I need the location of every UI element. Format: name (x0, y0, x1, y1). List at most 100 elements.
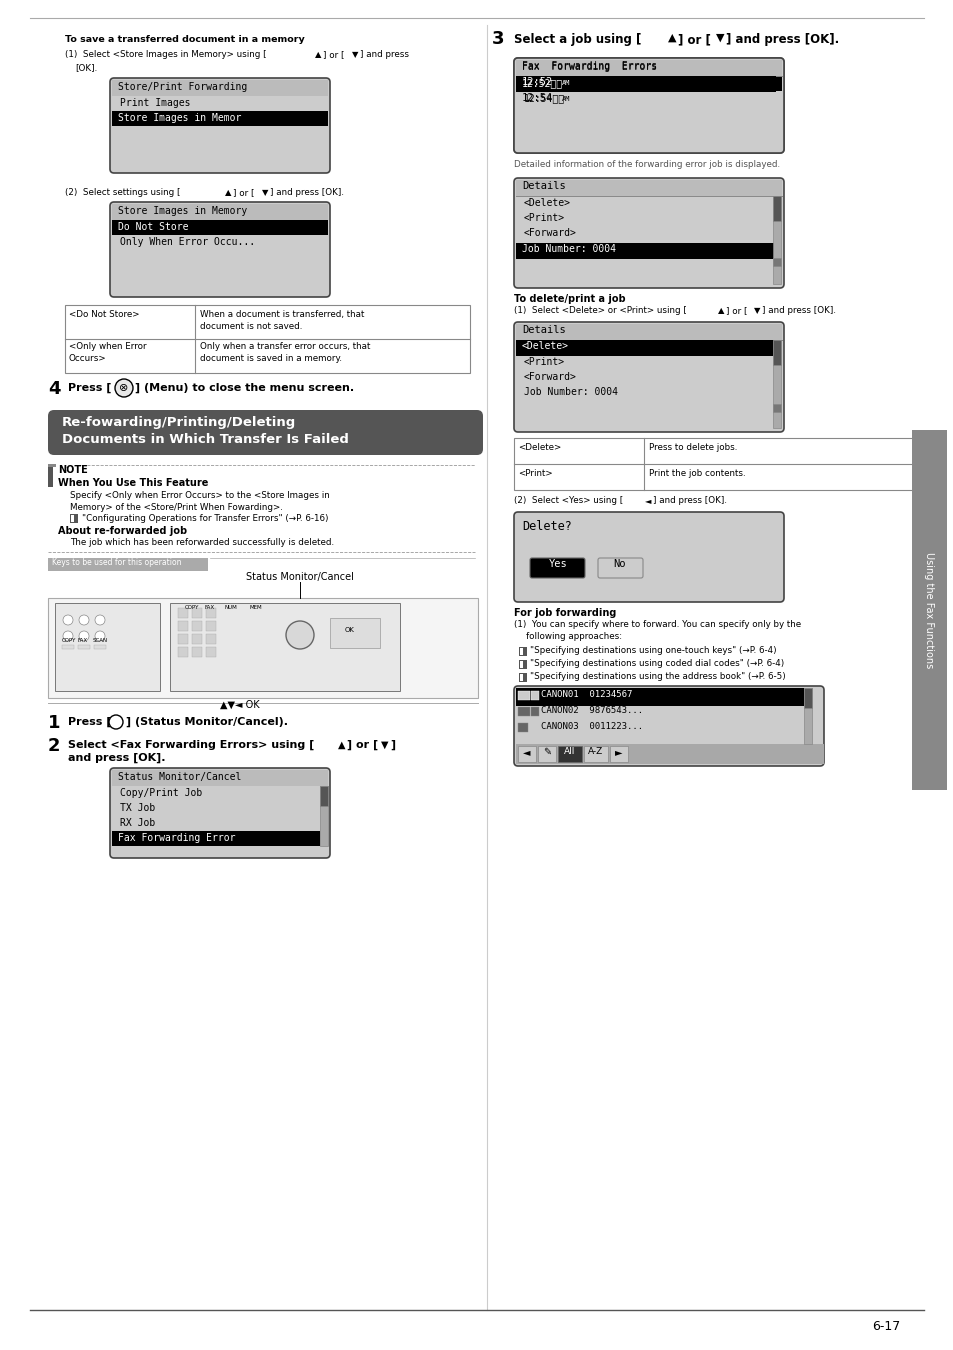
Bar (170, 603, 399, 691)
Text: Press [: Press [ (68, 383, 112, 393)
Circle shape (115, 379, 132, 397)
Text: Print the job contents.: Print the job contents. (648, 468, 745, 478)
Text: following approaches:: following approaches: (525, 632, 621, 641)
Text: ▼: ▼ (716, 32, 723, 43)
FancyBboxPatch shape (110, 78, 330, 173)
Text: ] (Menu) to close the menu screen.: ] (Menu) to close the menu screen. (135, 383, 354, 393)
Text: Fax  Forwarding  Errors: Fax Forwarding Errors (521, 62, 657, 72)
Text: 12:52: 12:52 (521, 77, 553, 86)
Bar (192, 647, 202, 657)
Bar (112, 204, 328, 220)
Bar (94, 645, 106, 649)
Text: (2)  Select <Yes> using [: (2) Select <Yes> using [ (514, 495, 622, 505)
Bar (772, 340, 781, 428)
Text: FAX: FAX (205, 605, 214, 610)
Text: 3: 3 (492, 30, 504, 49)
Text: <Forward>: <Forward> (523, 228, 577, 238)
Circle shape (63, 616, 73, 625)
Text: Documents in Which Transfer Is Failed: Documents in Which Transfer Is Failed (62, 433, 349, 446)
Text: Details: Details (521, 325, 565, 335)
FancyBboxPatch shape (110, 768, 330, 859)
Bar (558, 747, 581, 761)
Text: ◄: ◄ (644, 495, 651, 505)
Text: ▲: ▲ (225, 188, 232, 197)
Bar (48, 464, 56, 467)
Text: ▼: ▼ (753, 306, 760, 315)
Text: document is not saved.: document is not saved. (200, 323, 302, 331)
Text: Occurs>: Occurs> (69, 354, 107, 363)
Text: Copy/Print Job: Copy/Print Job (120, 788, 202, 798)
Text: ] or [: ] or [ (323, 50, 344, 59)
Bar (518, 660, 526, 670)
Bar (583, 747, 607, 761)
Text: Detailed information of the forwarding error job is displayed.: Detailed information of the forwarding e… (514, 161, 780, 169)
Text: COPY: COPY (185, 605, 199, 610)
Bar (48, 598, 477, 698)
Bar (206, 621, 215, 630)
Bar (517, 724, 527, 732)
Text: ▲: ▲ (314, 50, 321, 59)
Text: Status Monitor/Cancel: Status Monitor/Cancel (246, 572, 354, 582)
Text: Store/Print Forwarding: Store/Print Forwarding (118, 82, 247, 92)
Text: AM: AM (561, 96, 570, 103)
Text: (1)  You can specify where to forward. You can specify only by the: (1) You can specify where to forward. Yo… (514, 620, 801, 629)
Text: ►: ► (615, 747, 622, 757)
Bar (519, 674, 522, 680)
Text: To delete/print a job: To delete/print a job (514, 294, 625, 304)
Circle shape (79, 630, 89, 641)
Bar (62, 645, 74, 649)
Text: When a document is transferred, that: When a document is transferred, that (200, 310, 364, 319)
Bar (71, 514, 74, 522)
Text: RX Job: RX Job (120, 818, 155, 828)
Circle shape (63, 630, 73, 641)
Bar (516, 76, 781, 90)
Text: Only when a transfer error occurs, that: Only when a transfer error occurs, that (200, 342, 370, 351)
Bar (48, 464, 53, 487)
Bar (516, 688, 803, 706)
FancyBboxPatch shape (530, 558, 584, 578)
Bar (516, 324, 781, 340)
Circle shape (286, 621, 314, 649)
Text: Specify <Only when Error Occurs> to the <Store Images in: Specify <Only when Error Occurs> to the … (70, 491, 330, 500)
Text: Print Images: Print Images (120, 99, 191, 108)
Bar (48, 558, 208, 571)
Text: Fax Forwarding Error: Fax Forwarding Error (118, 833, 235, 842)
Text: Store Images in Memory: Store Images in Memory (118, 207, 247, 216)
Text: 2: 2 (48, 737, 60, 755)
FancyBboxPatch shape (514, 323, 783, 432)
FancyBboxPatch shape (110, 202, 330, 297)
Bar (192, 621, 202, 630)
Text: NUM: NUM (225, 605, 237, 610)
Text: All: All (564, 747, 575, 756)
Text: Details: Details (521, 181, 565, 190)
Text: document is saved in a memory.: document is saved in a memory. (200, 354, 341, 363)
Bar (911, 431, 946, 790)
Text: The job which has been reforwarded successfully is deleted.: The job which has been reforwarded succe… (70, 539, 334, 547)
Text: To save a transferred document in a memory: To save a transferred document in a memo… (65, 35, 304, 45)
Circle shape (95, 630, 105, 641)
Text: ▲: ▲ (337, 740, 345, 751)
Bar (537, 747, 556, 761)
Text: A-Z: A-Z (588, 747, 603, 756)
Text: TX Job: TX Job (120, 803, 155, 813)
Bar (192, 608, 202, 618)
Text: When You Use This Feature: When You Use This Feature (58, 478, 208, 487)
Text: ▲: ▲ (667, 32, 676, 43)
Text: Store Images in Memor: Store Images in Memor (118, 113, 241, 123)
Circle shape (109, 716, 123, 729)
Text: Press to delete jobs.: Press to delete jobs. (648, 443, 737, 452)
Text: 12:54ᴀᴍ: 12:54ᴀᴍ (523, 93, 564, 103)
Bar (803, 688, 811, 707)
Text: ] or [: ] or [ (725, 306, 747, 315)
Bar (517, 707, 530, 716)
Bar (531, 691, 538, 701)
Bar (803, 688, 811, 744)
Text: MEM: MEM (250, 605, 262, 610)
Text: ] (Status Monitor/Cancel).: ] (Status Monitor/Cancel). (126, 717, 288, 728)
FancyBboxPatch shape (514, 686, 823, 765)
Text: OK: OK (345, 626, 355, 633)
Bar (516, 59, 781, 76)
Bar (112, 111, 328, 126)
Text: CANON03  0011223...: CANON03 0011223... (540, 722, 642, 730)
Text: [OK].: [OK]. (75, 63, 97, 72)
